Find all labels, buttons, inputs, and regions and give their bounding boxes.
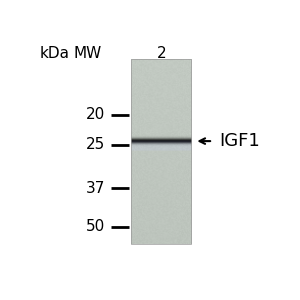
Text: kDa: kDa (40, 46, 70, 61)
Text: 2: 2 (157, 46, 167, 61)
Text: 50: 50 (86, 219, 105, 234)
Text: 25: 25 (86, 137, 105, 152)
Text: 20: 20 (86, 107, 105, 122)
Bar (130, 59, 191, 244)
Text: 37: 37 (85, 181, 105, 196)
Text: MW: MW (74, 46, 102, 61)
Text: IGF1: IGF1 (219, 132, 260, 150)
